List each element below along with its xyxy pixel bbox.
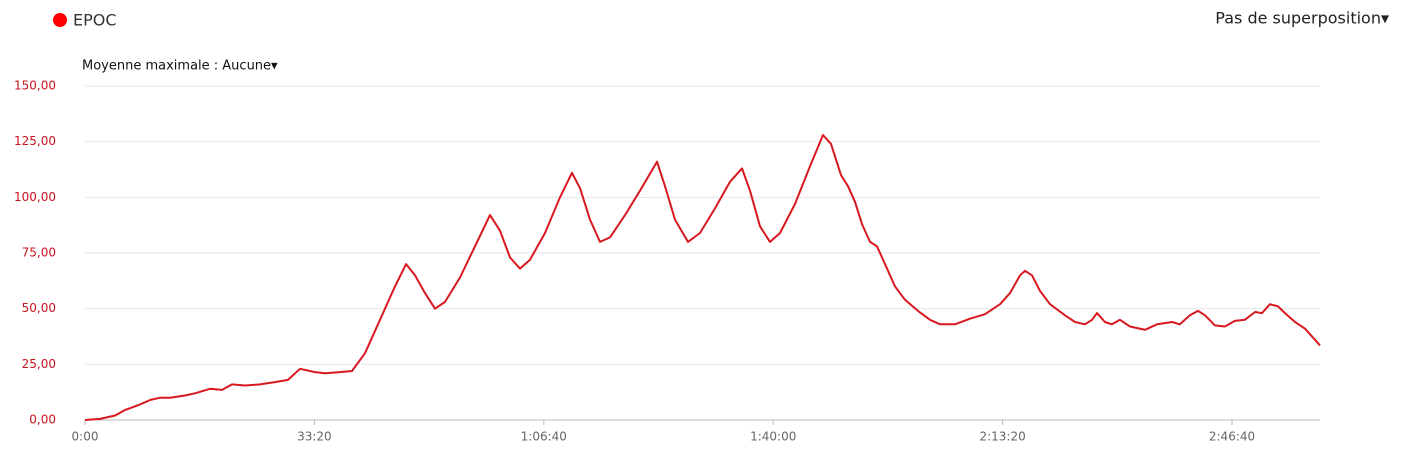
x-tick-label: 0:00 — [72, 430, 99, 444]
average-dropdown[interactable]: Moyenne maximale : Aucune▾ — [82, 59, 278, 74]
data-line — [84, 134, 1321, 421]
x-tick-label: 1:06:40 — [521, 430, 567, 444]
y-tick-label: 0,00 — [29, 413, 56, 427]
y-tick-label: 75,00 — [22, 246, 56, 260]
x-tick-label: 2:13:20 — [979, 430, 1025, 444]
overlay-dropdown[interactable]: Pas de superposition▾ — [1215, 9, 1389, 28]
y-tick-label: 50,00 — [22, 301, 56, 315]
y-tick-label: 125,00 — [14, 134, 56, 148]
y-tick-label: 150,00 — [14, 79, 56, 93]
y-tick-label: 25,00 — [22, 357, 56, 371]
y-tick-label: 100,00 — [14, 190, 56, 204]
x-tick-label: 33:20 — [297, 430, 332, 444]
x-tick-label: 2:46:40 — [1209, 430, 1255, 444]
x-tick-label: 1:40:00 — [750, 430, 796, 444]
legend-marker — [53, 13, 67, 27]
legend-label[interactable]: EPOC — [73, 11, 117, 30]
